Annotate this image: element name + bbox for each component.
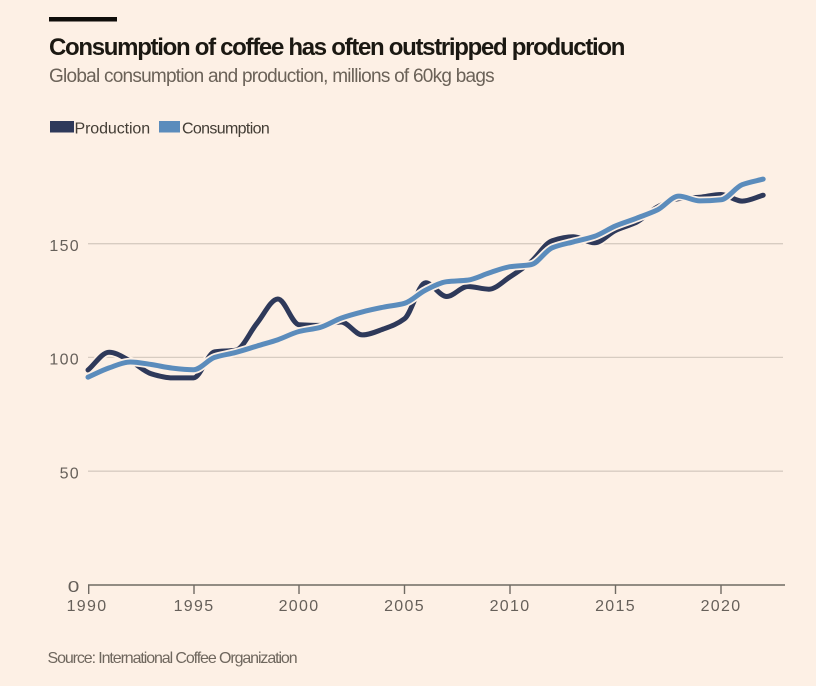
svg-text:2000: 2000 — [279, 598, 320, 615]
svg-text:Consumption of coffee has ofte: Consumption of coffee has often outstrip… — [49, 34, 625, 61]
svg-text:2005: 2005 — [384, 598, 425, 615]
svg-text:2020: 2020 — [701, 598, 742, 615]
svg-text:0: 0 — [68, 577, 81, 595]
svg-text:2010: 2010 — [490, 598, 531, 615]
svg-text:Global consumption and product: Global consumption and production, milli… — [49, 66, 494, 87]
svg-text:1990: 1990 — [67, 598, 108, 615]
svg-text:1995: 1995 — [174, 598, 215, 615]
svg-text:150: 150 — [49, 238, 80, 255]
svg-text:2015: 2015 — [595, 598, 636, 615]
svg-text:100: 100 — [49, 352, 80, 369]
svg-text:Production: Production — [75, 120, 151, 137]
svg-text:Source: International Coffee O: Source: International Coffee Organizatio… — [48, 650, 297, 667]
svg-text:Consumption: Consumption — [182, 120, 269, 137]
svg-text:50: 50 — [60, 465, 80, 482]
